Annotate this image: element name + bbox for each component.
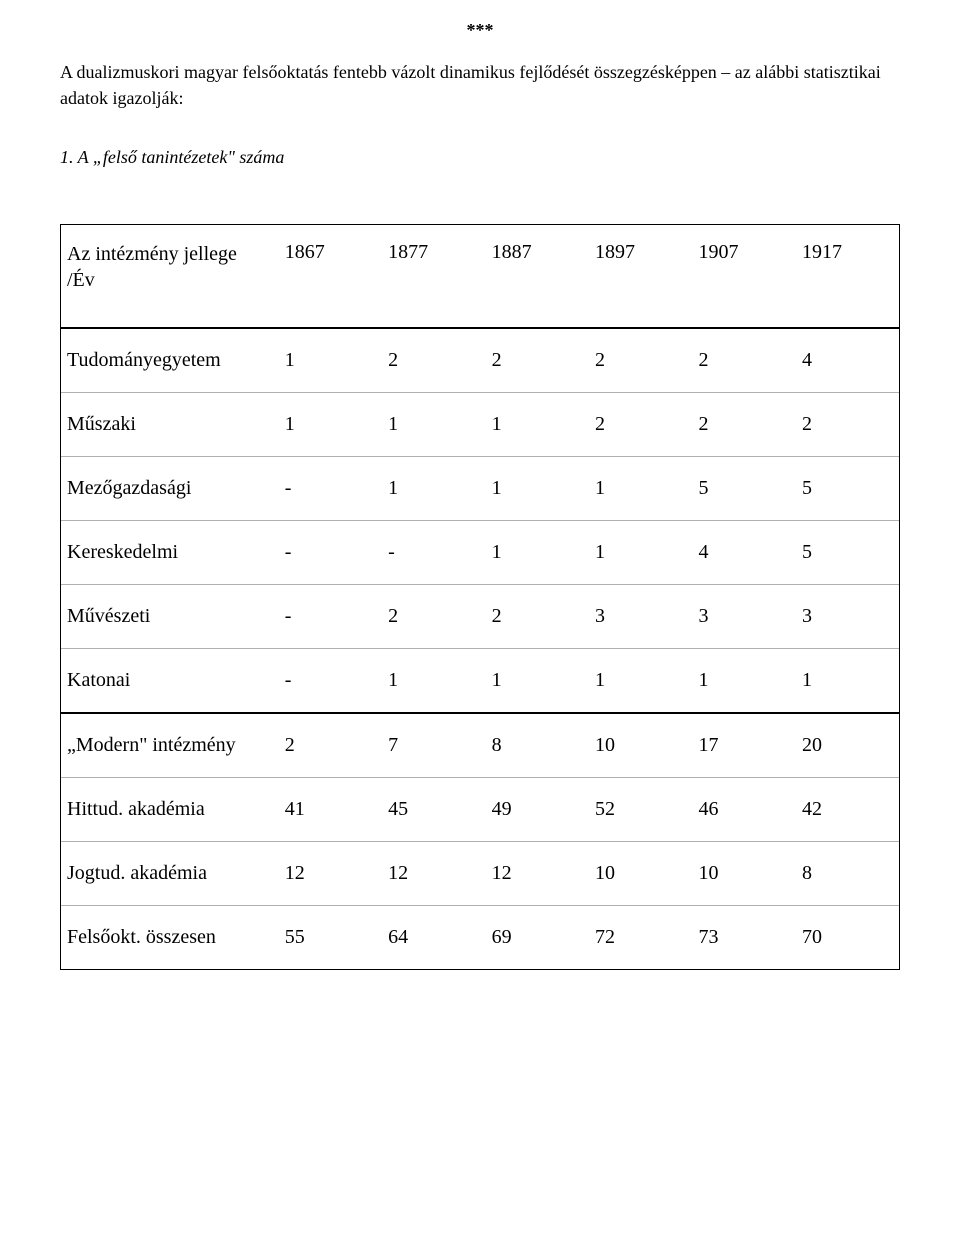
row-value: 1 bbox=[382, 393, 485, 457]
row-value: 12 bbox=[279, 842, 382, 906]
row-value: 2 bbox=[693, 328, 796, 393]
row-value: 4 bbox=[693, 521, 796, 585]
row-value: 5 bbox=[796, 521, 900, 585]
table-row: Mezőgazdasági - 1 1 1 5 5 bbox=[61, 457, 900, 521]
row-value: 12 bbox=[486, 842, 589, 906]
row-value: - bbox=[279, 585, 382, 649]
row-value: 8 bbox=[796, 842, 900, 906]
row-value: 72 bbox=[589, 906, 692, 970]
stars-separator: *** bbox=[60, 20, 900, 41]
row-label: „Modern" intézmény bbox=[61, 713, 279, 778]
intro-paragraph: A dualizmuskori magyar felsőoktatás fent… bbox=[60, 59, 900, 111]
row-value: 42 bbox=[796, 778, 900, 842]
table-row: Katonai - 1 1 1 1 1 bbox=[61, 649, 900, 714]
row-value: 20 bbox=[796, 713, 900, 778]
row-value: 46 bbox=[693, 778, 796, 842]
row-value: 69 bbox=[486, 906, 589, 970]
row-value: 8 bbox=[486, 713, 589, 778]
row-value: 1 bbox=[279, 393, 382, 457]
row-value: - bbox=[279, 649, 382, 714]
row-value: 1 bbox=[486, 393, 589, 457]
table-row: Művészeti - 2 2 3 3 3 bbox=[61, 585, 900, 649]
row-value: 70 bbox=[796, 906, 900, 970]
row-label: Katonai bbox=[61, 649, 279, 714]
row-label: Felsőokt. összesen bbox=[61, 906, 279, 970]
row-value: 1 bbox=[486, 521, 589, 585]
row-value: - bbox=[279, 521, 382, 585]
row-value: 1 bbox=[693, 649, 796, 714]
row-label: Műszaki bbox=[61, 393, 279, 457]
row-value: 1 bbox=[589, 649, 692, 714]
table-row: Tudományegyetem 1 2 2 2 2 4 bbox=[61, 328, 900, 393]
row-value: 64 bbox=[382, 906, 485, 970]
header-label-line1: Az intézmény jellege bbox=[67, 243, 237, 265]
row-value: 2 bbox=[589, 393, 692, 457]
table-body: Az intézmény jellege /Év 1867 1877 1887 … bbox=[61, 225, 900, 970]
row-value: 2 bbox=[382, 585, 485, 649]
row-value: 2 bbox=[486, 585, 589, 649]
page: *** A dualizmuskori magyar felsőoktatás … bbox=[0, 0, 960, 1010]
table-row: Műszaki 1 1 1 2 2 2 bbox=[61, 393, 900, 457]
table-subtitle: 1. A „felső tanintézetek" száma bbox=[60, 147, 900, 168]
header-label-line2: /Év bbox=[67, 269, 95, 291]
row-value: 2 bbox=[486, 328, 589, 393]
row-value: 1 bbox=[589, 521, 692, 585]
row-value: 45 bbox=[382, 778, 485, 842]
row-value: 7 bbox=[382, 713, 485, 778]
row-value: 2 bbox=[589, 328, 692, 393]
row-label: Jogtud. akadémia bbox=[61, 842, 279, 906]
row-value: 2 bbox=[279, 713, 382, 778]
table-row: Hittud. akadémia 41 45 49 52 46 42 bbox=[61, 778, 900, 842]
row-value: 1 bbox=[589, 457, 692, 521]
row-value: 41 bbox=[279, 778, 382, 842]
row-value: 12 bbox=[382, 842, 485, 906]
row-value: 17 bbox=[693, 713, 796, 778]
row-value: 2 bbox=[693, 393, 796, 457]
row-label: Mezőgazdasági bbox=[61, 457, 279, 521]
header-year-cell: 1917 bbox=[796, 225, 900, 329]
row-value: 1 bbox=[382, 457, 485, 521]
row-value: 10 bbox=[693, 842, 796, 906]
table-row: Kereskedelmi - - 1 1 4 5 bbox=[61, 521, 900, 585]
row-label: Kereskedelmi bbox=[61, 521, 279, 585]
row-value: 5 bbox=[693, 457, 796, 521]
row-value: 52 bbox=[589, 778, 692, 842]
row-value: 4 bbox=[796, 328, 900, 393]
header-year-cell: 1907 bbox=[693, 225, 796, 329]
row-value: 1 bbox=[382, 649, 485, 714]
row-value: 49 bbox=[486, 778, 589, 842]
header-year-cell: 1867 bbox=[279, 225, 382, 329]
row-value: 1 bbox=[486, 649, 589, 714]
table-header-row: Az intézmény jellege /Év 1867 1877 1887 … bbox=[61, 225, 900, 329]
row-value: 10 bbox=[589, 842, 692, 906]
header-label-cell: Az intézmény jellege /Év bbox=[61, 225, 279, 329]
row-value: 1 bbox=[279, 328, 382, 393]
institutions-table: Az intézmény jellege /Év 1867 1877 1887 … bbox=[60, 224, 900, 970]
row-value: 3 bbox=[589, 585, 692, 649]
table-row: „Modern" intézmény 2 7 8 10 17 20 bbox=[61, 713, 900, 778]
table-row: Jogtud. akadémia 12 12 12 10 10 8 bbox=[61, 842, 900, 906]
row-value: 5 bbox=[796, 457, 900, 521]
header-year-cell: 1877 bbox=[382, 225, 485, 329]
row-value: 3 bbox=[693, 585, 796, 649]
row-value: - bbox=[382, 521, 485, 585]
header-year-cell: 1887 bbox=[486, 225, 589, 329]
row-value: - bbox=[279, 457, 382, 521]
row-label: Hittud. akadémia bbox=[61, 778, 279, 842]
row-value: 73 bbox=[693, 906, 796, 970]
row-value: 1 bbox=[796, 649, 900, 714]
row-value: 10 bbox=[589, 713, 692, 778]
header-year-cell: 1897 bbox=[589, 225, 692, 329]
row-label: Művészeti bbox=[61, 585, 279, 649]
row-value: 2 bbox=[382, 328, 485, 393]
table-row: Felsőokt. összesen 55 64 69 72 73 70 bbox=[61, 906, 900, 970]
row-value: 2 bbox=[796, 393, 900, 457]
row-value: 3 bbox=[796, 585, 900, 649]
row-label: Tudományegyetem bbox=[61, 328, 279, 393]
row-value: 1 bbox=[486, 457, 589, 521]
row-value: 55 bbox=[279, 906, 382, 970]
